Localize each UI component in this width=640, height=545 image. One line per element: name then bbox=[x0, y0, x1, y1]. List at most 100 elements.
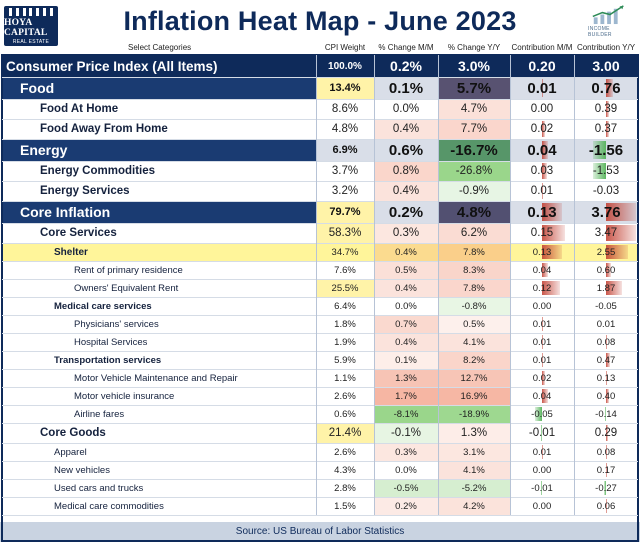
value-yy: 8.2% bbox=[463, 354, 485, 366]
value-yy: -5.2% bbox=[461, 482, 487, 494]
table-row: Transportation services 5.9% 0.1% 8.2% 0.01 0… bbox=[2, 351, 638, 369]
value-weight: 2.8% bbox=[334, 482, 356, 494]
value-cyy: 0.37 bbox=[594, 123, 618, 135]
contribution-bar bbox=[606, 425, 609, 441]
cell-cyy: 0.08 bbox=[574, 443, 638, 461]
cell-cmm: 0.01 bbox=[510, 181, 574, 201]
value-yy: 7.8% bbox=[463, 246, 485, 258]
cell-weight: 3.2% bbox=[316, 181, 374, 201]
cell-cmm: 0.01 bbox=[510, 315, 574, 333]
value-weight: 3.2% bbox=[331, 185, 359, 197]
cell-mm: 0.2% bbox=[374, 55, 438, 77]
cell-yy: 4.2% bbox=[438, 497, 510, 515]
cell-cyy: 0.08 bbox=[574, 333, 638, 351]
table-row: Food At Home 8.6% 0.0% 4.7% 0.00 0.39 bbox=[2, 99, 638, 119]
contribution-bar bbox=[606, 463, 608, 477]
source-note: Source: US Bureau of Labor Statistics bbox=[0, 522, 640, 542]
contribution-bar bbox=[542, 163, 547, 179]
cell-cyy: 0.39 bbox=[574, 99, 638, 119]
cell-mm: 0.2% bbox=[374, 201, 438, 223]
value-mm: 0.0% bbox=[392, 103, 420, 115]
cell-mm: 0.1% bbox=[374, 77, 438, 99]
row-label: Used cars and trucks bbox=[54, 482, 144, 494]
contribution-bar bbox=[542, 203, 562, 221]
value-yy: 4.2% bbox=[463, 500, 485, 512]
cell-cmm: 0.00 bbox=[510, 297, 574, 315]
value-weight: 6.9% bbox=[332, 144, 358, 156]
value-yy: -26.8% bbox=[455, 165, 493, 177]
row-divider bbox=[2, 351, 638, 352]
cell-cyy: -0.05 bbox=[574, 297, 638, 315]
value-weight: 21.4% bbox=[328, 427, 362, 439]
cell-mm: -0.5% bbox=[374, 479, 438, 497]
value-cyy: 0.29 bbox=[594, 427, 618, 439]
row-label: Shelter bbox=[54, 246, 88, 258]
table-row: Rent of primary residence 7.6% 0.5% 8.3% 0.0… bbox=[2, 261, 638, 279]
contribution-bar bbox=[542, 389, 548, 403]
row-divider bbox=[2, 119, 638, 120]
value-weight: 13.4% bbox=[329, 82, 361, 94]
contribution-bar-track bbox=[510, 425, 574, 441]
contribution-bar-track bbox=[510, 225, 574, 241]
cell-cyy: 0.17 bbox=[574, 461, 638, 479]
cell-weight: 6.4% bbox=[316, 297, 374, 315]
select-categories-label[interactable]: Select Categories bbox=[128, 43, 192, 52]
row-label: Energy Services bbox=[40, 185, 130, 197]
column-divider bbox=[574, 55, 575, 515]
contribution-bar-track bbox=[574, 121, 638, 137]
cell-mm: 0.5% bbox=[374, 261, 438, 279]
row-divider bbox=[2, 405, 638, 406]
contribution-bar bbox=[542, 245, 562, 259]
contribution-bar-track bbox=[574, 389, 638, 403]
cell-yy: -5.2% bbox=[438, 479, 510, 497]
cell-mm: 1.7% bbox=[374, 387, 438, 405]
contribution-bar bbox=[542, 335, 544, 349]
cell-weight: 1.8% bbox=[316, 315, 374, 333]
row-divider bbox=[2, 223, 638, 224]
cell-mm: 0.4% bbox=[374, 181, 438, 201]
table-row: Apparel 2.6% 0.3% 3.1% 0.01 0.08 bbox=[2, 443, 638, 461]
cell-mm: 0.2% bbox=[374, 497, 438, 515]
value-yy: 3.0% bbox=[458, 58, 490, 74]
table-row: Food Away From Home 4.8% 0.4% 7.7% 0.02 0.37 bbox=[2, 119, 638, 139]
table-row: Energy Services 3.2% 0.4% -0.9% 0.01 -0.03 bbox=[2, 181, 638, 201]
cell-cyy: 2.55 bbox=[574, 243, 638, 261]
cell-cyy: 0.01 bbox=[574, 315, 638, 333]
value-cmm: 0.04 bbox=[532, 390, 552, 402]
value-mm: 1.3% bbox=[395, 372, 417, 384]
value-mm: 0.4% bbox=[395, 282, 417, 294]
cell-yy: 4.8% bbox=[438, 201, 510, 223]
col-change-mm: % Change M/M bbox=[378, 43, 434, 52]
cell-mm: 0.6% bbox=[374, 139, 438, 161]
cell-weight: 25.5% bbox=[316, 279, 374, 297]
cell-mm: 0.8% bbox=[374, 161, 438, 181]
value-cyy: 0.08 bbox=[596, 336, 616, 348]
cell-cyy: 0.60 bbox=[574, 261, 638, 279]
cell-weight: 79.7% bbox=[316, 201, 374, 223]
cell-yy: 5.7% bbox=[438, 77, 510, 99]
value-cmm: 0.01 bbox=[530, 185, 554, 197]
value-cmm: 0.04 bbox=[532, 264, 552, 276]
contribution-bar bbox=[542, 79, 544, 97]
contribution-bar-track bbox=[510, 183, 574, 199]
contribution-bar-track bbox=[574, 481, 638, 495]
cell-mm: 0.4% bbox=[374, 243, 438, 261]
cell-weight: 100.0% bbox=[316, 55, 374, 77]
cell-cyy: 1.87 bbox=[574, 279, 638, 297]
value-cyy: 0.39 bbox=[594, 103, 618, 115]
col-cpi-weight: CPI Weight bbox=[324, 43, 366, 52]
cell-cmm: 0.04 bbox=[510, 139, 574, 161]
value-yy: -0.8% bbox=[461, 300, 487, 312]
contribution-bar-track bbox=[510, 203, 574, 221]
value-mm: -8.1% bbox=[393, 408, 419, 420]
table-row: Used cars and trucks 2.8% -0.5% -5.2% -0.01 -… bbox=[2, 479, 638, 497]
contribution-bar bbox=[604, 407, 606, 421]
cell-yy: 12.7% bbox=[438, 369, 510, 387]
cell-yy: -26.8% bbox=[438, 161, 510, 181]
value-mm: 0.4% bbox=[392, 185, 420, 197]
logo-tagline: REAL ESTATE bbox=[12, 38, 50, 45]
contribution-bar-track bbox=[574, 407, 638, 421]
value-weight: 6.4% bbox=[334, 300, 356, 312]
cell-mm: -8.1% bbox=[374, 405, 438, 423]
row-label: Owners' Equivalent Rent bbox=[74, 282, 179, 294]
